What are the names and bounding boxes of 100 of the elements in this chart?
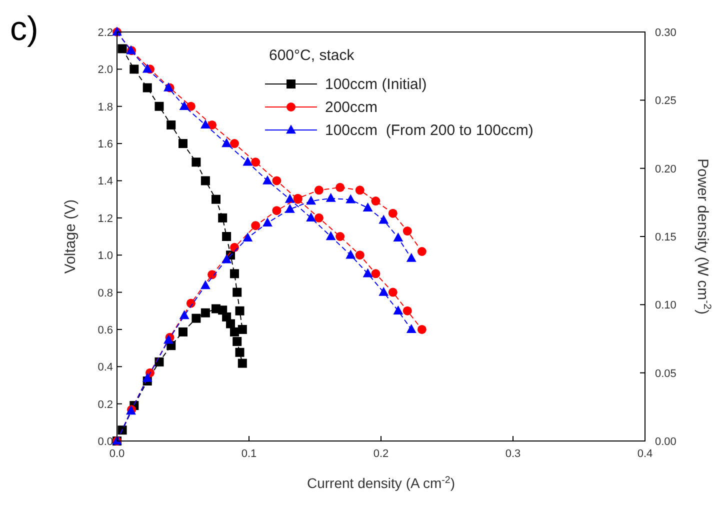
point (371, 196, 380, 206)
point (142, 83, 152, 92)
y2-tick-label: 0.00 (655, 436, 676, 448)
point (192, 158, 201, 167)
point (200, 120, 210, 129)
point (336, 232, 345, 241)
point (232, 336, 242, 346)
point (238, 358, 247, 368)
point (179, 100, 190, 110)
point (178, 139, 188, 148)
point (251, 221, 260, 230)
point (326, 231, 336, 240)
y-tick-label: 1.6 (98, 138, 113, 151)
point (166, 120, 176, 130)
point (393, 232, 404, 242)
y2-tick-label: 0.25 (655, 95, 676, 108)
point (362, 268, 373, 278)
point (378, 214, 389, 224)
legend-label: 100ccm (Initial) (325, 76, 427, 93)
point (272, 206, 282, 216)
point (218, 213, 228, 222)
point (130, 64, 139, 74)
point (222, 232, 232, 241)
point (208, 270, 217, 280)
x-tick-label: 0.2 (373, 448, 389, 460)
legend-label: 100ccm (From 200 to 100ccm) (325, 122, 534, 139)
point (284, 194, 295, 203)
y-tick-label: 0.2 (98, 398, 113, 411)
point (314, 213, 324, 222)
point (371, 269, 380, 278)
point (230, 139, 239, 148)
x-axis-title: Current density (A cm$^{-2}$) (307, 474, 455, 491)
legend-label: 200ccm (325, 99, 378, 116)
point (154, 102, 164, 111)
point (388, 288, 398, 297)
point (393, 305, 404, 314)
point (154, 357, 164, 366)
point (178, 327, 188, 336)
y-tick-label: 0.4 (98, 362, 113, 374)
point (242, 232, 253, 242)
y-axis-title: Voltage (V) (62, 199, 79, 274)
y-tick-label: 1.2 (98, 212, 113, 225)
y-tick-label: 2.2 (98, 27, 113, 39)
point (406, 324, 416, 334)
point (118, 44, 127, 54)
point (262, 217, 272, 226)
point (306, 212, 316, 222)
point (200, 280, 210, 290)
point (336, 182, 345, 192)
point (208, 120, 217, 130)
point (235, 348, 244, 357)
y-tick-label: 0.0 (98, 436, 113, 448)
y-tick-label: 1.4 (98, 176, 113, 188)
point (226, 319, 236, 328)
text: c) (10, 10, 38, 48)
point (262, 175, 272, 184)
y-tick-label: 0.6 (98, 324, 113, 336)
point (192, 314, 201, 323)
y-tick-label: 1.8 (98, 101, 113, 114)
point (362, 202, 373, 212)
point (238, 324, 247, 334)
point (200, 308, 210, 318)
point (212, 194, 220, 204)
y2-tick-label: 0.15 (655, 232, 676, 244)
point (346, 194, 356, 204)
point (284, 204, 295, 213)
y-tick-label: 2.0 (98, 64, 113, 76)
point (232, 288, 242, 297)
x-tick-label: 0.3 (505, 448, 521, 460)
point (222, 138, 232, 148)
point (200, 176, 210, 186)
point (417, 246, 426, 256)
point (314, 186, 324, 195)
y-tick-label: 1.0 (98, 250, 113, 262)
point (355, 250, 364, 260)
point (378, 286, 389, 296)
point (402, 226, 412, 236)
point (186, 298, 196, 308)
point (118, 426, 127, 435)
point (417, 324, 426, 334)
legend-title: 600°C, stack (269, 47, 355, 64)
point (242, 156, 253, 166)
point (306, 196, 316, 205)
point (326, 192, 336, 202)
x-tick-label: 0.1 (241, 448, 257, 460)
point (388, 208, 398, 218)
point (346, 250, 356, 259)
point (235, 306, 244, 316)
point (142, 64, 152, 73)
y2-tick-label: 0.30 (655, 27, 676, 39)
point (230, 269, 239, 278)
y-tick-label: 0.8 (98, 287, 113, 300)
point (272, 176, 282, 186)
point (222, 254, 232, 264)
y2-tick-label: 0.10 (655, 300, 676, 312)
x-tick-label: 0.4 (637, 448, 653, 460)
y2-tick-label: 0.20 (655, 163, 676, 176)
point (406, 252, 416, 262)
point (355, 186, 364, 195)
point (251, 158, 260, 167)
